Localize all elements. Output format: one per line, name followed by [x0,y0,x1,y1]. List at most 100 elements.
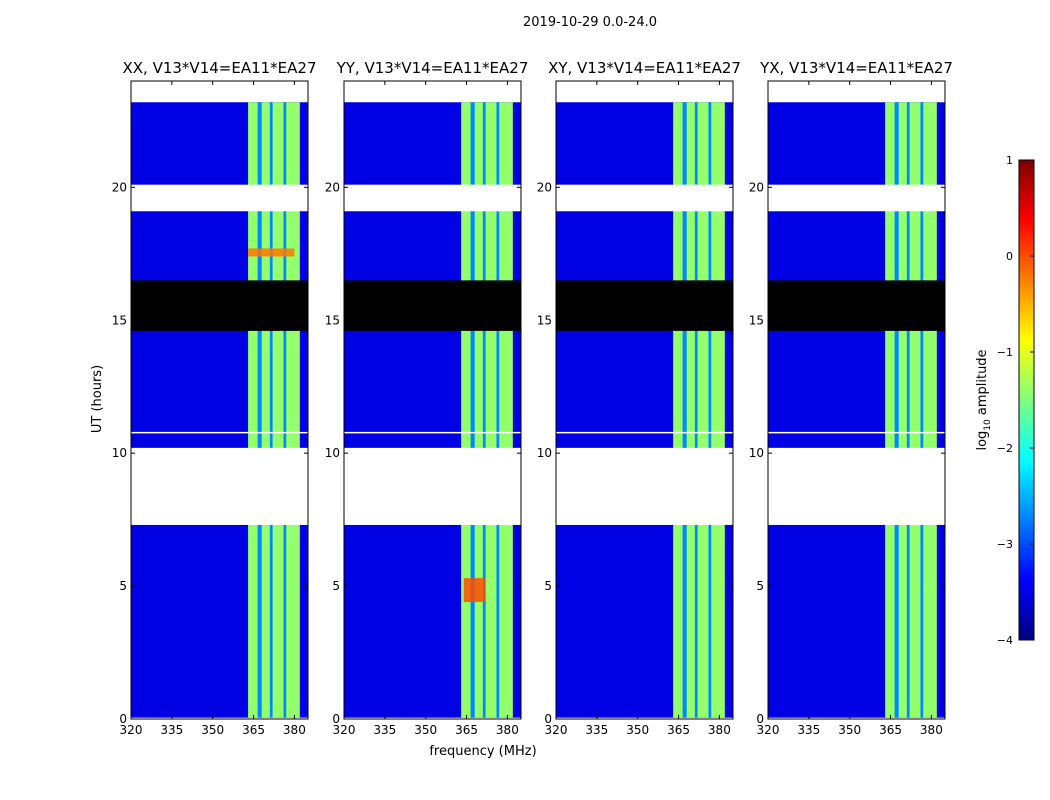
panel-plot-area [344,102,521,718]
y-tick-label: 0 [332,712,340,726]
panels-group: XX, V13*V14=EA11*EA27 320 335 350 365 380 0 5 10… [112,59,953,737]
colorbar-tick-label: 0 [1006,250,1013,263]
colorbar-gradient [1018,159,1035,641]
y-tick-label: 20 [749,180,764,194]
x-tick-label: 350 [414,723,437,737]
flagged-block [556,280,733,331]
panel-frame [130,80,309,720]
rfi-band-gap [257,102,262,718]
x-tick-label: 320 [333,723,356,737]
y-tick-label: 15 [112,313,127,327]
data-gap [344,447,521,525]
rfi-band-gap [708,102,712,718]
colorbar-label: log10 amplitude [975,349,993,450]
x-tick-label: 365 [455,723,478,737]
y-axis-label: UT (hours) [90,365,105,433]
x-tick-label: 335 [160,723,183,737]
data-gap [556,431,733,434]
y-tick-label: 0 [756,712,764,726]
y-tick-label: 10 [325,446,340,460]
panel-yy: YY, V13*V14=EA11*EA27 320 335 350 365 380 0 5 10… [325,59,529,737]
x-tick-label: 350 [626,723,649,737]
panel-title: XX, V13*V14=EA11*EA27 [122,59,316,77]
x-tick-label: 365 [242,723,265,737]
panel-frame [767,80,946,720]
data-gap [131,184,308,212]
figure-suptitle: 2019-10-29 0.0-24.0 [523,15,657,30]
x-tick-label: 380 [283,723,306,737]
x-tick-label: 365 [879,723,902,737]
x-tick-label: 320 [757,723,780,737]
x-tick-label: 380 [920,723,943,737]
y-tick-label: 20 [112,180,127,194]
colorbar-tick-label: 1 [1006,154,1013,167]
panel-title: XY, V13*V14=EA11*EA27 [548,59,741,77]
panel-plot-area [556,102,733,718]
data-gap [344,431,521,434]
colorbar-ticks: 1 0 −1 −2 −3 −4 [997,154,1034,647]
panel-xy: XY, V13*V14=EA11*EA27 320 335 350 365 380 0 5 10… [537,59,741,737]
panel-frame [343,80,522,720]
rfi-band-gap [694,102,698,718]
rfi-band-gap [482,102,486,718]
data-gap [556,184,733,212]
y-tick-label: 10 [749,446,764,460]
y-tick-label: 15 [325,313,340,327]
x-tick-label: 350 [201,723,224,737]
x-tick-label: 335 [585,723,608,737]
x-axis-label: frequency (MHz) [429,744,536,759]
rfi-band-gap [470,102,475,718]
y-tick-label: 5 [332,579,340,593]
data-gap [556,447,733,525]
flagged-block [768,280,945,331]
flagged-block [344,280,521,331]
y-tick-label: 5 [756,579,764,593]
y-tick-label: 20 [537,180,552,194]
rfi-band-gap [496,102,500,718]
data-gap [768,184,945,212]
data-gap [768,431,945,434]
colorbar: 1 0 −1 −2 −3 −4 log10 amplitude [975,154,1035,647]
rfi-band-gap [894,102,899,718]
peak-region [463,578,486,603]
x-tick-label: 320 [545,723,568,737]
rfi-band-gap [920,102,924,718]
data-gap [131,431,308,434]
rfi-band-gap [283,102,287,718]
y-tick-label: 15 [537,313,552,327]
panel-xx: XX, V13*V14=EA11*EA27 320 335 350 365 380 0 5 10… [112,59,317,737]
colorbar-label-tail: amplitude [975,349,990,419]
colorbar-tick-label: −3 [997,538,1013,551]
rfi-band-gap [682,102,687,718]
y-tick-label: 5 [544,579,552,593]
x-tick-label: 320 [120,723,143,737]
x-tick-label: 380 [496,723,519,737]
panel-yx: YX, V13*V14=EA11*EA27 320 335 350 365 380 0 5 10… [749,59,953,737]
colorbar-label-main: log [975,431,990,451]
panel-plot-area [768,102,945,718]
rfi-band-gap [906,102,910,718]
y-tick-label: 10 [112,446,127,460]
panel-title: YX, V13*V14=EA11*EA27 [759,59,953,77]
y-tick-label: 20 [325,180,340,194]
x-tick-label: 350 [838,723,861,737]
data-gap [131,447,308,525]
panel-plot-area [131,102,308,718]
panel-title: YY, V13*V14=EA11*EA27 [336,59,529,77]
x-tick-label: 335 [373,723,396,737]
y-tick-label: 15 [749,313,764,327]
y-tick-label: 10 [537,446,552,460]
x-tick-label: 380 [708,723,731,737]
data-gap [768,447,945,525]
colorbar-tick-label: −4 [997,634,1013,647]
colorbar-tick-label: −2 [997,442,1013,455]
flagged-block [131,280,308,331]
x-tick-label: 335 [797,723,820,737]
colorbar-tick-label: −1 [997,346,1013,359]
y-tick-label: 0 [119,712,127,726]
panel-frame [555,80,734,720]
data-gap [344,184,521,212]
x-tick-label: 365 [667,723,690,737]
peak-region [248,248,295,257]
